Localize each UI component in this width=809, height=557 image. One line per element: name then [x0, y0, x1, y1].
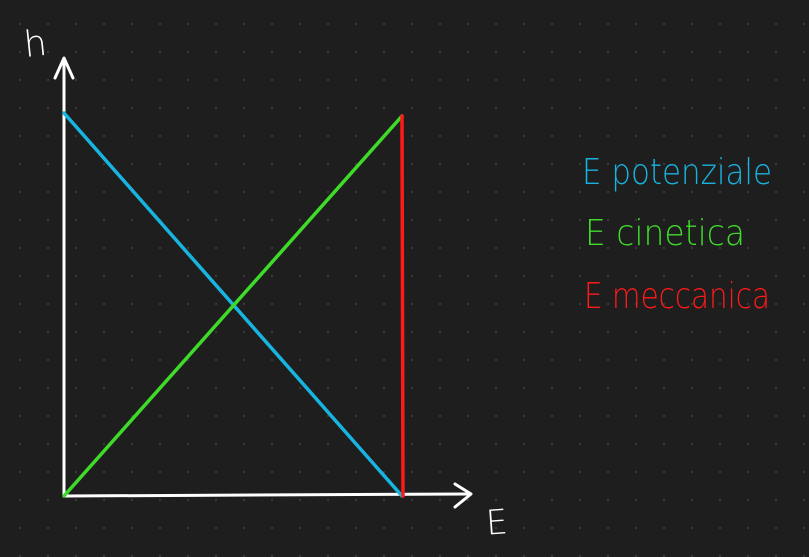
x-axis-arrowhead: [453, 482, 473, 509]
kinetic-energy-line: [62, 114, 404, 498]
mechanical-energy-line: [400, 114, 405, 498]
x-axis: [62, 492, 470, 498]
y-axis-label: h: [22, 23, 49, 66]
legend: E potenziale E cinetica E meccanica: [582, 152, 772, 317]
x-axis-label: E: [485, 502, 509, 543]
legend-item-kinetic: E cinetica: [585, 213, 745, 254]
y-axis-arrowhead: [53, 56, 75, 80]
legend-item-potential: E potenziale: [582, 152, 772, 193]
legend-item-mechanical: E meccanica: [584, 276, 770, 317]
